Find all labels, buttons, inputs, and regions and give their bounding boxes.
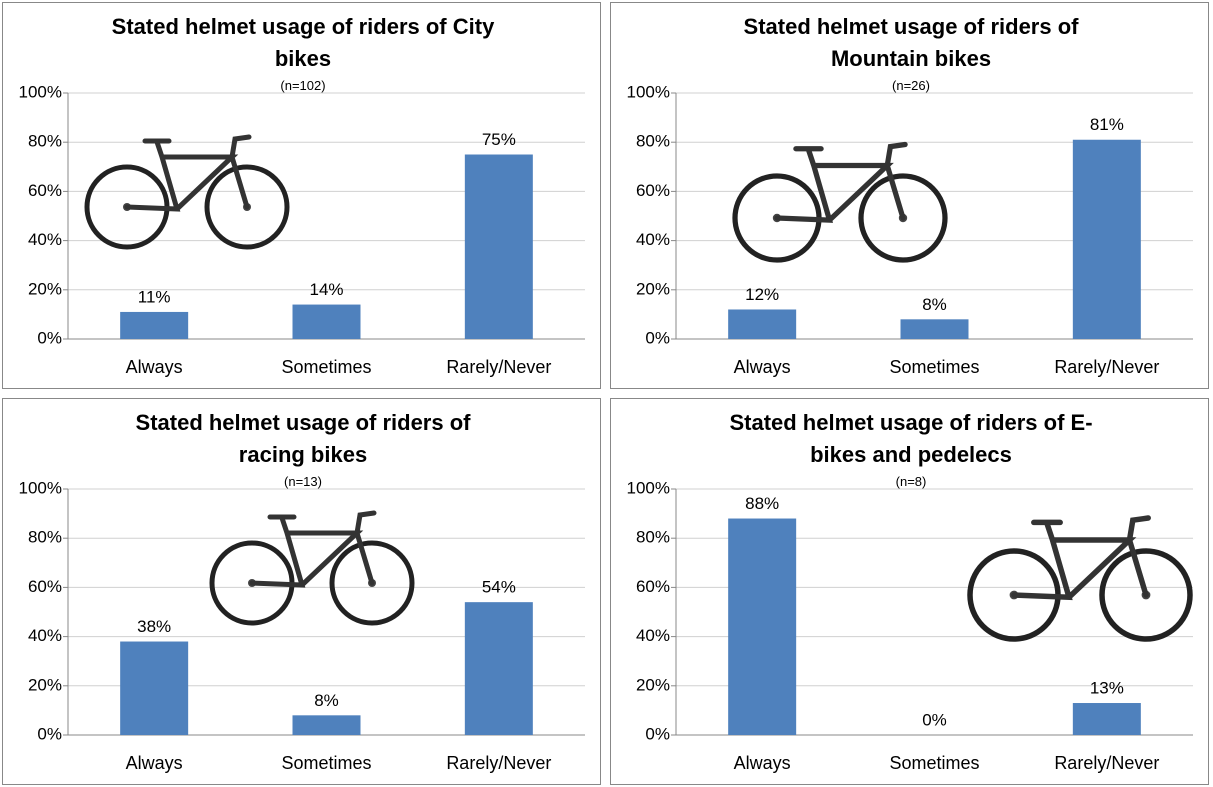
bike-wheel bbox=[858, 173, 948, 263]
y-tick-label: 20% bbox=[636, 675, 670, 694]
data-label: 8% bbox=[922, 295, 947, 314]
x-tick-label: Always bbox=[126, 357, 183, 377]
x-tick-label: Rarely/Never bbox=[446, 753, 551, 773]
bike-frame bbox=[124, 134, 252, 212]
bar bbox=[728, 518, 797, 735]
y-tick-label: 60% bbox=[636, 577, 670, 596]
bar bbox=[292, 715, 361, 735]
chart-title: Stated helmet usage of riders of E-bikes… bbox=[729, 410, 1093, 467]
chart-subtitle: (n=8) bbox=[895, 474, 927, 489]
x-tick-label: Rarely/Never bbox=[1054, 357, 1159, 377]
chart-panel: 0% 20% 40% 60% 80% 100% 12% Always 8% Sometimes 81… bbox=[610, 2, 1209, 389]
data-label: 12% bbox=[745, 285, 779, 304]
bike-wheel bbox=[1099, 548, 1193, 642]
data-label: 38% bbox=[137, 617, 171, 636]
bar bbox=[120, 641, 189, 735]
y-tick-label: 20% bbox=[636, 279, 670, 298]
chart-title: Stated helmet usage of riders of City bi… bbox=[111, 14, 495, 71]
y-tick-label: 80% bbox=[636, 132, 670, 151]
chart-panel: 0% 20% 40% 60% 80% 100% 11% Always 14% Sometimes 7… bbox=[2, 2, 601, 389]
x-tick-label: Rarely/Never bbox=[1054, 753, 1159, 773]
y-tick-label: 60% bbox=[28, 181, 62, 200]
bike-illustration bbox=[209, 510, 415, 626]
x-tick-label: Rarely/Never bbox=[446, 357, 551, 377]
y-tick-label: 0% bbox=[645, 328, 670, 347]
data-label: 54% bbox=[482, 578, 516, 597]
bike-frame bbox=[774, 141, 908, 223]
x-tick-label: Always bbox=[126, 753, 183, 773]
x-tick-label: Sometimes bbox=[281, 357, 371, 377]
bar bbox=[120, 311, 189, 339]
bike-illustration bbox=[732, 141, 948, 263]
bar bbox=[1072, 139, 1141, 339]
x-tick-label: Sometimes bbox=[889, 357, 979, 377]
chart-title: Stated helmet usage of riders of racing … bbox=[135, 410, 471, 467]
y-tick-label: 40% bbox=[636, 230, 670, 249]
x-tick-label: Always bbox=[734, 753, 791, 773]
data-label: 14% bbox=[309, 280, 343, 299]
data-label: 81% bbox=[1090, 115, 1124, 134]
data-label: 13% bbox=[1090, 679, 1124, 698]
bar bbox=[292, 304, 361, 339]
y-tick-label: 20% bbox=[28, 675, 62, 694]
y-tick-label: 40% bbox=[636, 626, 670, 645]
y-tick-label: 100% bbox=[627, 82, 670, 101]
x-tick-label: Sometimes bbox=[889, 753, 979, 773]
chart-panel: 0% 20% 40% 60% 80% 100% 38% Always 8% Sometimes 54… bbox=[2, 398, 601, 785]
y-tick-label: 80% bbox=[28, 528, 62, 547]
y-tick-label: 0% bbox=[37, 328, 62, 347]
x-tick-label: Sometimes bbox=[281, 753, 371, 773]
chart-subtitle: (n=13) bbox=[284, 474, 322, 489]
bar bbox=[464, 602, 533, 735]
data-label: 11% bbox=[138, 287, 171, 306]
chart-subtitle: (n=102) bbox=[280, 78, 326, 93]
bike-wheel bbox=[204, 164, 290, 250]
bike-illustration bbox=[967, 515, 1193, 642]
y-tick-label: 80% bbox=[636, 528, 670, 547]
bike-illustration bbox=[84, 134, 290, 250]
y-tick-label: 40% bbox=[28, 626, 62, 645]
bar bbox=[464, 154, 533, 339]
y-tick-label: 60% bbox=[636, 181, 670, 200]
y-tick-label: 0% bbox=[645, 724, 670, 743]
bar bbox=[1072, 703, 1141, 735]
y-tick-label: 40% bbox=[28, 230, 62, 249]
y-tick-label: 20% bbox=[28, 279, 62, 298]
y-tick-label: 100% bbox=[19, 82, 62, 101]
data-label: 8% bbox=[314, 691, 339, 710]
bike-wheel bbox=[329, 540, 415, 626]
bar bbox=[900, 319, 969, 339]
data-label: 0% bbox=[922, 710, 947, 729]
y-tick-label: 100% bbox=[627, 478, 670, 497]
bike-frame bbox=[1011, 515, 1151, 601]
bike-frame bbox=[249, 510, 377, 588]
chart-subtitle: (n=26) bbox=[892, 78, 930, 93]
data-label: 88% bbox=[745, 494, 779, 513]
y-tick-label: 100% bbox=[19, 478, 62, 497]
chart-title: Stated helmet usage of riders of Mountai… bbox=[743, 14, 1079, 71]
y-tick-label: 80% bbox=[28, 132, 62, 151]
data-label: 75% bbox=[482, 130, 516, 149]
y-tick-label: 60% bbox=[28, 577, 62, 596]
x-tick-label: Always bbox=[734, 357, 791, 377]
chart-panel: 0% 20% 40% 60% 80% 100% 88% Always 0% Sometimes 13… bbox=[610, 398, 1209, 785]
y-tick-label: 0% bbox=[37, 724, 62, 743]
bar bbox=[728, 309, 797, 339]
